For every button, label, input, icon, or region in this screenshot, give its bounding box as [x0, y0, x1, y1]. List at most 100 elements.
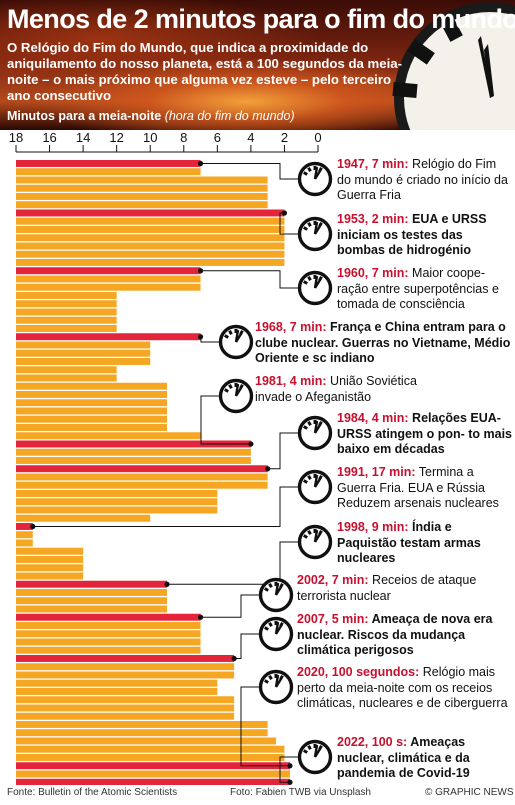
clock-icon-2007-mark-0	[263, 626, 269, 631]
clock-icon-1998-mark-0	[302, 534, 308, 539]
annotation-text-1981: União Soviética invade o Afeganistão	[255, 374, 417, 404]
bar-1970	[16, 349, 151, 357]
clock-icon-1960	[297, 270, 333, 306]
clock-icon-2020-mark-0	[263, 679, 269, 684]
clock-icon-1960-mark-0	[302, 280, 308, 285]
bar-1976	[16, 399, 167, 407]
leader-dot-2002	[197, 614, 204, 620]
leader-1998	[167, 541, 298, 585]
bar-1996	[16, 564, 84, 572]
bar-1983	[16, 457, 251, 464]
clock-icon-1984	[297, 415, 333, 451]
bar-1957	[16, 242, 285, 250]
bar-2013	[16, 704, 235, 712]
annotation-text-2020: Relógio mais perto da meia-noite com os …	[297, 665, 508, 710]
annotation-text-1998: Índia e Paquistão testam armas nucleares	[337, 520, 481, 565]
annotation-heading-1953: 1953, 2 min:	[337, 212, 409, 226]
bar-1980	[16, 432, 201, 440]
annotation-text-2002: Receios de ataque terrorista nuclear	[297, 573, 477, 603]
annotation-heading-2020: 2020, 100 segundos:	[297, 665, 420, 679]
bar-1991	[16, 523, 33, 530]
clock-icon-1984-mark-3	[318, 420, 323, 426]
axis-label-main: Minutos para a meia-noite	[7, 109, 162, 123]
bar-1992	[16, 531, 33, 539]
tick-label-16: 16	[42, 130, 56, 145]
bar-1978	[16, 415, 167, 423]
clock-icon-2007-mark-3	[279, 621, 284, 627]
clock-icon-2007-mark-1	[268, 621, 273, 627]
clock-icon-1998-mark-3	[318, 529, 323, 535]
annotation-heading-2022: 2022, 100 s:	[337, 735, 408, 749]
bar-1981	[16, 440, 251, 448]
bar-2000	[16, 597, 167, 605]
annotation-2020: 2020, 100 segundos: Relógio mais perto d…	[297, 665, 512, 712]
annotation-1960: 1960, 7 min: Maior coope- ração entre su…	[337, 266, 512, 313]
leader-2020	[240, 686, 290, 767]
bar-2019	[16, 754, 285, 761]
clock-icon-1947-mark-1	[307, 166, 312, 172]
annotation-1991: 1991, 17 min: Termina a Guerra Fria. EUA…	[337, 465, 512, 512]
clock-icon-1981	[218, 378, 254, 414]
annotation-1953: 1953, 2 min: EUA e URSS iniciam os teste…	[337, 212, 512, 259]
annotation-text-2022: Ameaças nuclear, climática e da pandemia…	[337, 735, 470, 780]
page-title: Menos de 2 minutos para o fim do mundo	[7, 4, 515, 34]
bar-1993	[16, 539, 33, 547]
bar-2012	[16, 696, 235, 704]
bar-1958	[16, 250, 285, 258]
annotation-heading-1981: 1981, 4 min:	[255, 374, 327, 388]
clock-icon-1991	[297, 469, 333, 505]
leader-2022	[279, 756, 298, 783]
bar-1962	[16, 283, 201, 291]
clock-icon-1968-hand-short	[234, 333, 243, 343]
bars-group	[16, 160, 290, 785]
bar-1984	[16, 465, 268, 473]
bar-2020	[16, 762, 290, 770]
clock-icon-2007-hand-short	[274, 625, 283, 635]
leader-2002	[200, 594, 259, 618]
clock-icon-2022-hand-short	[313, 748, 322, 758]
clock-icon-2002-mark-0	[263, 587, 269, 592]
tick-label-8: 8	[180, 130, 187, 145]
annotation-heading-2002: 2002, 7 min:	[297, 573, 369, 587]
bar-1988	[16, 498, 218, 506]
leader-1984	[267, 432, 298, 470]
annotation-1968: 1968, 7 min: França e China entram para …	[255, 320, 512, 367]
bar-2009	[16, 671, 235, 679]
bar-1990	[16, 514, 151, 522]
clock-icon-2022-mark-1	[307, 744, 312, 750]
axis-label-note: (hora do fim do mundo)	[164, 109, 295, 123]
leader-1968	[200, 336, 219, 343]
leader-1991	[32, 486, 298, 527]
leader-dot-1960	[197, 268, 204, 274]
clock-icon-1953-mark-3	[318, 221, 323, 227]
annotation-text-1947: Relógio do Fim do mundo é criado no iníc…	[337, 157, 508, 202]
clock-icon-2002-mark-1	[268, 582, 273, 588]
bar-2005	[16, 638, 201, 646]
bar-2008	[16, 663, 235, 671]
bar-1975	[16, 391, 167, 398]
bar-1961	[16, 275, 201, 283]
clock-icon-1968-mark-3	[239, 329, 244, 335]
clock-icon-1968	[218, 324, 254, 360]
clock-icon-1953-mark-1	[307, 221, 312, 227]
bar-1948	[16, 168, 201, 176]
bar-2021	[16, 770, 290, 778]
clock-icon-1981-mark-3	[239, 383, 244, 389]
clock-icons	[218, 161, 333, 775]
annotation-text-1960: Maior coope- ração entre superpotências …	[337, 266, 499, 311]
bar-2007	[16, 655, 235, 662]
photo-credit: Foto: Fabien TWB via Unsplash	[230, 787, 371, 798]
tick-label-4: 4	[247, 130, 254, 145]
bar-1954	[16, 217, 285, 225]
bar-1965	[16, 308, 117, 316]
clock-icon-2002-hand-short	[274, 586, 283, 596]
clock-icon-1953-hand-short	[313, 225, 322, 235]
leader-dot-1953	[281, 210, 288, 216]
bar-chart: 18 16 14 12 10 8 6 4 2 0	[9, 130, 333, 785]
bar-1971	[16, 358, 151, 365]
bar-1947	[16, 160, 201, 167]
header-banner: Menos de 2 minutos para o fim do mundo O…	[0, 0, 515, 130]
leader-dot-2022	[287, 779, 293, 785]
annotation-1981: 1981, 4 min: União Soviética invade o Af…	[255, 374, 455, 405]
bar-2022	[16, 778, 290, 785]
